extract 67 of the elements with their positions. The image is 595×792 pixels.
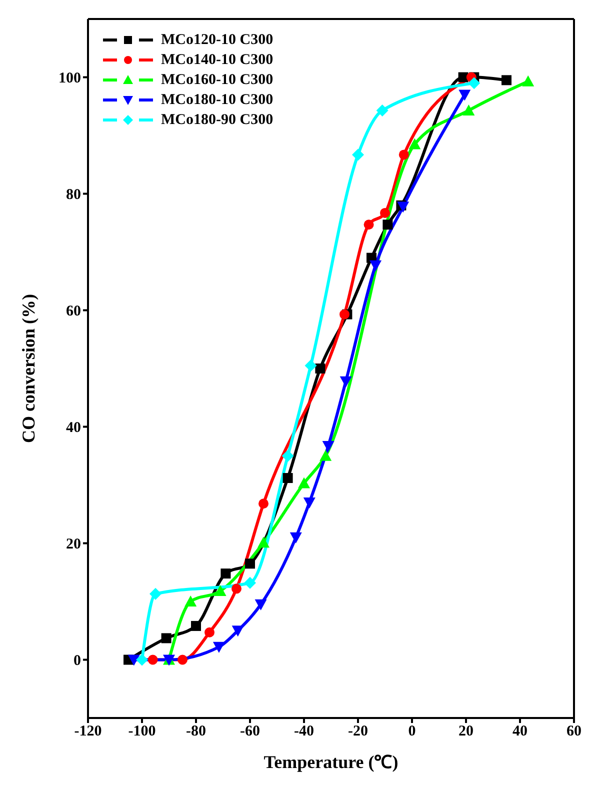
y-tick-label: 60 [66,304,81,320]
point [214,585,226,596]
point [136,654,148,666]
legend-label: MCo180-90 C300 [161,112,274,128]
point [340,309,350,320]
y-tick-label: 80 [66,187,81,204]
legend-label: MCo120-10 C300 [161,32,274,48]
point [282,473,293,484]
legend-label: MCo160-10 C300 [161,72,274,88]
point [352,148,364,161]
point [370,260,382,272]
x-tick-label: 60 [566,724,582,740]
point [245,558,255,569]
y-tick-label: 0 [74,653,81,670]
point [398,150,409,160]
point [204,627,214,638]
x-tick-label: -120 [74,724,102,740]
point [128,654,140,666]
point [380,208,390,218]
point [340,376,352,388]
x-tick-label: 40 [512,724,528,740]
point [290,532,302,544]
x-tick-label: 0 [408,724,416,740]
point [462,104,475,116]
x-tick-label: 20 [458,724,474,740]
x-tick-label: -60 [240,724,260,740]
point [212,642,225,653]
point [382,220,393,230]
x-tick-label: -20 [348,724,368,740]
point [502,75,512,86]
point [522,75,534,86]
point [397,202,410,213]
x-tick-label: -80 [186,724,206,740]
point [322,440,334,452]
y-tick-label: 100 [58,70,81,87]
point [298,477,310,488]
point [408,138,421,150]
point [220,568,231,579]
point [178,654,188,665]
point [364,220,374,230]
y-tick-label: 40 [66,420,81,436]
point [232,626,244,637]
legend-label: MCo140-10 C300 [161,52,274,68]
point [376,104,388,116]
x-tick-label: -100 [128,724,156,740]
point [282,450,294,462]
legend-label: MCo180-10 C300 [161,92,274,108]
point [161,633,172,644]
point [303,497,316,508]
point [320,450,332,461]
point [315,364,326,374]
y-axis-title: CO conversion (%) [18,294,38,443]
point [304,360,317,372]
point [184,596,197,606]
point [148,654,158,665]
point [468,77,480,90]
point [258,536,270,548]
y-tick-label: 20 [66,536,81,553]
point [191,620,201,631]
point [232,584,242,594]
point [258,498,268,509]
point [244,576,256,589]
x-axis-title: Temperature (℃) [264,752,398,772]
point [254,599,267,610]
x-tick-label: -40 [294,724,314,740]
point [150,588,162,600]
point [458,90,471,101]
